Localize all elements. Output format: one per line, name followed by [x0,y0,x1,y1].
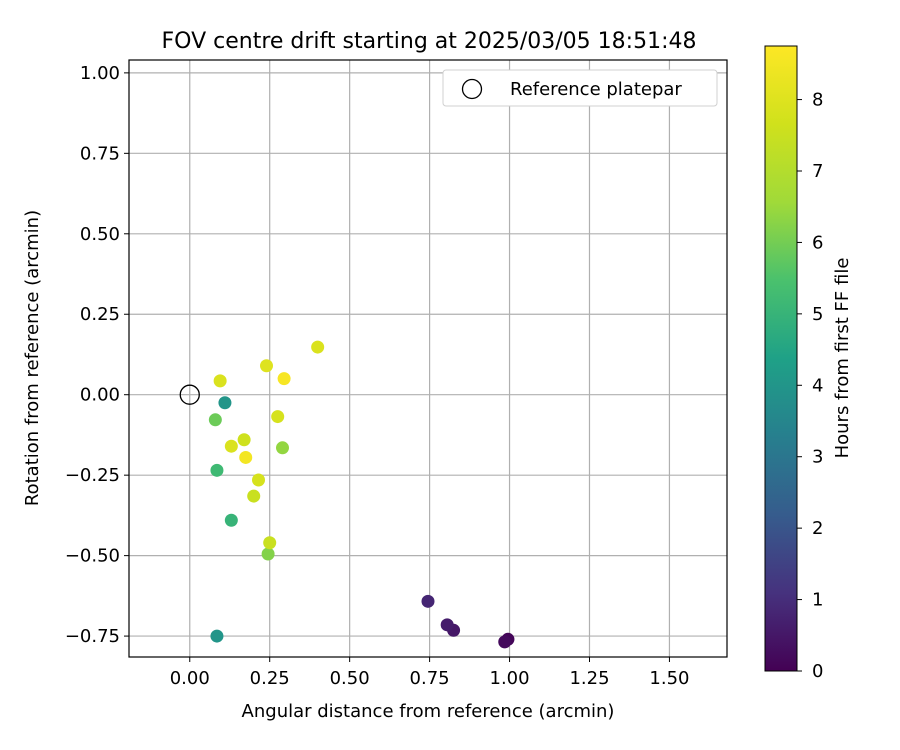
colorbar-tick-label: 0 [812,661,823,682]
legend: Reference platepar [442,69,718,107]
grid [129,60,727,657]
data-point [421,594,435,608]
data-point [208,413,222,427]
colorbar [764,45,798,672]
x-tick-label: 0.75 [410,668,450,689]
data-point [277,372,291,386]
colorbar-tick-label: 6 [812,232,823,253]
data-point [271,410,285,424]
y-tick-label: −0.50 [65,546,120,567]
plot-frame [128,59,728,658]
x-tick-label: 0.00 [170,668,210,689]
colorbar-tick-label: 2 [812,518,823,539]
y-tick-label: 0.50 [80,224,120,245]
colorbar-ticks: 0 1 2 3 4 5 6 7 8 [797,90,823,682]
data-point [237,433,251,447]
y-tick-label: −0.75 [65,626,120,647]
data-point [498,635,512,649]
x-tick-label: 1.25 [569,668,609,689]
y-tick-label: 0.75 [80,143,120,164]
data-point [311,340,325,354]
data-point [263,536,277,550]
y-axis-label: Rotation from reference (arcmin) [22,210,43,506]
y-tick-label: 0.00 [80,385,120,406]
y-tick-label: 1.00 [80,63,120,84]
data-point [252,473,266,487]
colorbar-tick-label: 4 [812,375,823,396]
data-point [213,374,227,388]
data-point [239,450,253,464]
data-point [247,489,261,503]
reference-platepar-marker [179,384,200,405]
x-tick-label: 1.50 [649,668,689,689]
data-point [224,513,238,527]
data-point [261,547,275,561]
data-point [224,439,238,453]
y-axis-ticks: −0.75 −0.50 −0.25 0.00 0.25 0.50 0.75 1.00 [65,63,129,647]
chart-title: FOV centre drift starting at 2025/03/05 … [162,29,697,54]
y-tick-label: −0.25 [65,465,120,486]
data-point [210,629,224,643]
data-point [275,441,289,455]
colorbar-label: Hours from first FF file [832,258,853,459]
legend-reference-marker [461,78,483,100]
x-tick-label: 0.25 [250,668,290,689]
colorbar-tick-label: 7 [812,161,823,182]
x-axis-label: Angular distance from reference (arcmin) [242,701,615,722]
data-point [260,359,274,373]
colorbar-tick-label: 5 [812,304,823,325]
legend-box [442,69,718,107]
data-point [218,396,232,410]
colorbar-tick-label: 3 [812,447,823,468]
x-tick-label: 0.50 [330,668,370,689]
data-points [179,340,515,649]
x-axis-ticks: 0.00 0.25 0.50 0.75 1.00 1.25 1.50 [170,657,689,689]
x-tick-label: 1.00 [490,668,530,689]
legend-label: Reference platepar [510,79,682,100]
colorbar-tick-label: 1 [812,590,823,611]
data-point [210,463,224,477]
colorbar-tick-label: 8 [812,90,823,111]
data-point [440,618,454,632]
y-tick-label: 0.25 [80,304,120,325]
